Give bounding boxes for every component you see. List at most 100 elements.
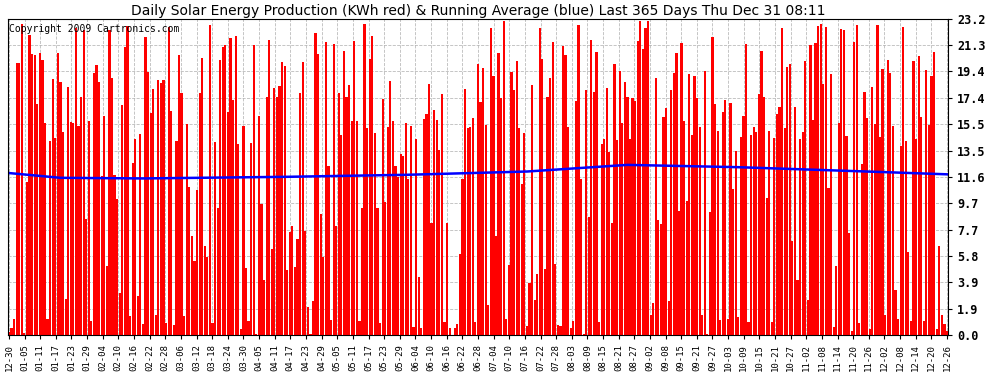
Bar (245, 268, 248, 335)
Bar (268, 40, 270, 335)
Bar (371, 36, 373, 335)
Bar (802, 132, 804, 335)
Bar (624, 82, 626, 335)
Bar (850, 331, 852, 335)
Bar (601, 144, 603, 335)
Bar (392, 121, 394, 335)
Bar (614, 63, 616, 335)
Bar (47, 319, 49, 335)
Bar (350, 121, 352, 335)
Bar (484, 126, 487, 335)
Bar (505, 320, 508, 335)
Bar (524, 133, 526, 335)
Bar (384, 202, 386, 335)
Bar (50, 141, 51, 335)
Bar (691, 135, 693, 335)
Bar (338, 93, 340, 335)
Bar (598, 322, 600, 335)
Bar (448, 328, 450, 335)
Bar (286, 270, 288, 335)
Bar (59, 82, 61, 335)
Bar (508, 264, 510, 335)
Bar (162, 80, 164, 335)
Bar (134, 139, 137, 335)
Bar (871, 87, 873, 335)
Bar (889, 74, 891, 335)
Bar (212, 323, 214, 335)
Bar (940, 315, 942, 335)
Bar (101, 176, 103, 335)
Bar (742, 116, 744, 335)
Bar (482, 68, 484, 335)
Bar (291, 226, 293, 335)
Bar (812, 120, 814, 335)
Bar (240, 328, 242, 335)
Bar (51, 79, 53, 335)
Bar (654, 78, 657, 335)
Bar (490, 28, 492, 335)
Bar (678, 210, 680, 335)
Bar (544, 269, 546, 335)
Bar (103, 116, 105, 335)
Bar (322, 257, 325, 335)
Bar (196, 190, 198, 335)
Bar (250, 143, 252, 335)
Bar (714, 104, 716, 335)
Bar (77, 126, 79, 335)
Bar (531, 85, 534, 335)
Bar (21, 24, 23, 335)
Bar (876, 25, 878, 335)
Bar (670, 90, 672, 335)
Bar (471, 118, 474, 335)
Bar (456, 324, 458, 335)
Bar (796, 280, 799, 335)
Bar (546, 97, 548, 335)
Bar (26, 182, 28, 335)
Bar (537, 274, 539, 335)
Bar (145, 37, 147, 335)
Bar (235, 36, 237, 335)
Bar (379, 323, 381, 335)
Bar (838, 123, 840, 335)
Bar (44, 123, 47, 335)
Bar (170, 111, 172, 335)
Bar (328, 166, 330, 335)
Bar (629, 139, 631, 335)
Bar (358, 321, 360, 335)
Bar (845, 136, 847, 335)
Bar (75, 28, 77, 335)
Bar (42, 60, 44, 335)
Bar (516, 61, 518, 335)
Bar (652, 303, 654, 335)
Bar (539, 28, 541, 335)
Bar (255, 334, 257, 335)
Bar (642, 50, 644, 335)
Bar (863, 92, 865, 335)
Bar (106, 266, 108, 335)
Bar (178, 55, 180, 335)
Bar (619, 71, 621, 335)
Bar (858, 322, 860, 335)
Bar (943, 324, 945, 335)
Bar (157, 80, 159, 335)
Bar (214, 142, 216, 335)
Bar (611, 223, 613, 335)
Bar (853, 42, 855, 335)
Bar (147, 72, 149, 335)
Bar (874, 124, 876, 335)
Bar (823, 84, 825, 335)
Bar (381, 99, 384, 335)
Bar (152, 89, 154, 335)
Bar (593, 92, 595, 335)
Bar (825, 27, 827, 335)
Bar (299, 93, 301, 335)
Bar (778, 107, 780, 335)
Bar (495, 236, 497, 335)
Bar (355, 121, 358, 335)
Bar (428, 84, 430, 335)
Bar (939, 246, 940, 335)
Bar (575, 100, 577, 335)
Bar (201, 58, 203, 335)
Bar (879, 137, 881, 335)
Bar (167, 27, 170, 335)
